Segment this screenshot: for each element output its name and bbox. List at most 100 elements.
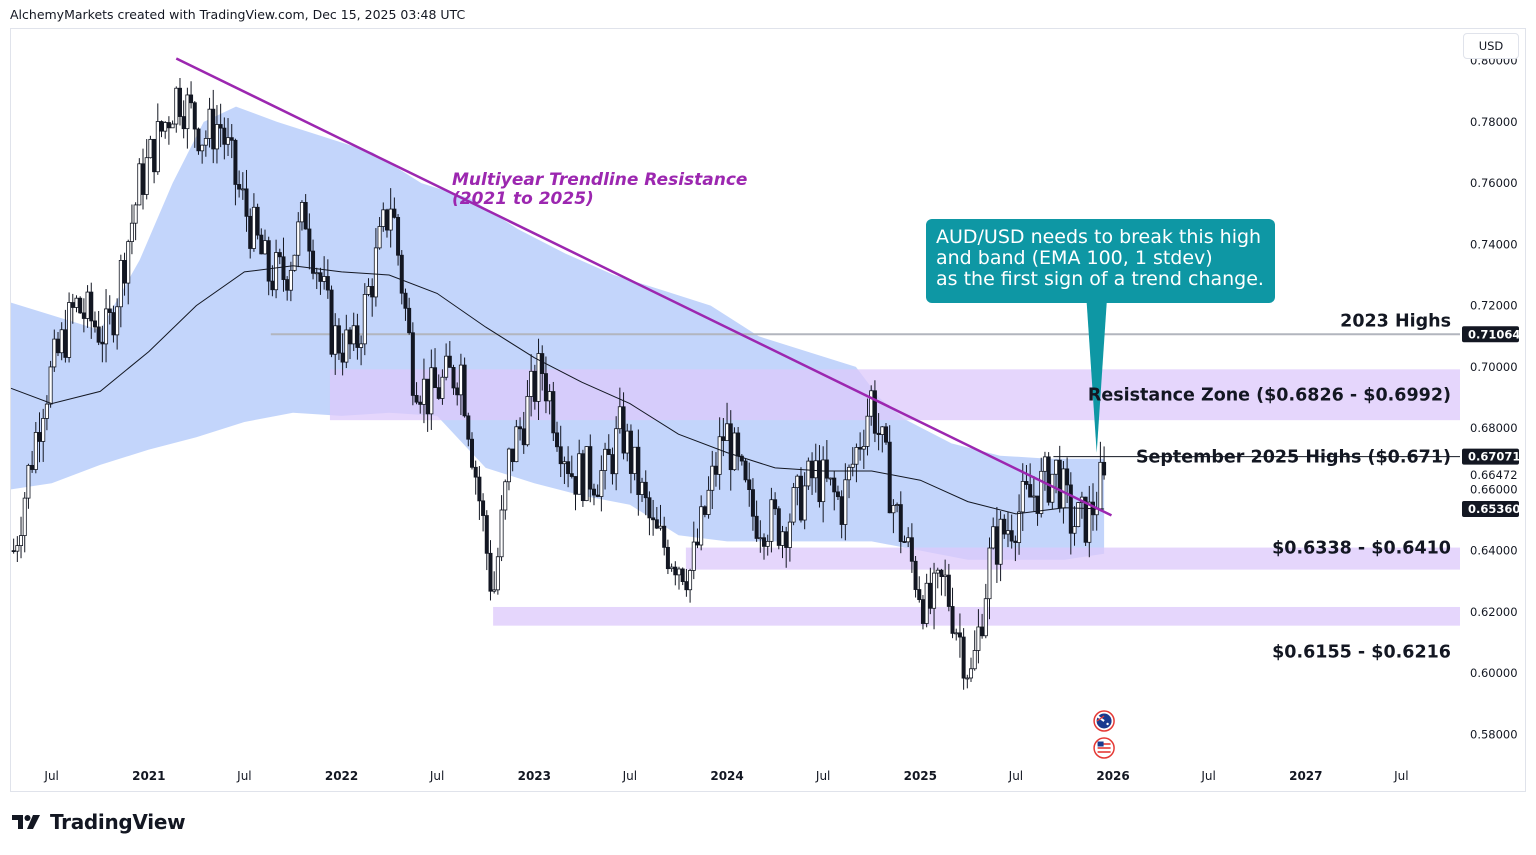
candle-body: [126, 241, 131, 284]
candle-body: [1083, 496, 1088, 543]
candle-body: [30, 464, 35, 470]
candle-body: [662, 525, 667, 548]
candle-body: [810, 460, 815, 479]
candle-body: [410, 332, 415, 396]
candle-body: [1009, 530, 1014, 542]
candle-body: [325, 276, 330, 291]
candle-body: [155, 121, 160, 173]
candle-body: [1013, 540, 1018, 543]
candle-body: [277, 252, 282, 258]
callout-pointer: [1086, 303, 1107, 453]
candle-body: [558, 446, 563, 465]
us-flag-icon: [1093, 737, 1115, 759]
candle-body: [348, 329, 353, 345]
candle-body: [211, 108, 216, 150]
price-tag-ema: 0.65360: [1468, 502, 1520, 516]
candle-body: [669, 566, 674, 570]
x-tick-label: Jul: [815, 769, 830, 783]
candle-body: [407, 307, 412, 334]
candle-body: [887, 441, 892, 514]
candle-body: [59, 329, 64, 354]
candle-body: [473, 466, 478, 478]
candle-body: [251, 206, 256, 249]
candle-body: [303, 202, 308, 230]
candle-body: [1076, 502, 1081, 527]
time-axis[interactable]: Jul 2021 Jul 2022 Jul 2023 Jul 2024 Jul 2025 Jul 20…: [43, 769, 1408, 783]
chart-frame[interactable]: [10, 28, 1526, 792]
candle-body: [281, 256, 286, 280]
candle-body: [318, 272, 323, 282]
candle-body: [702, 506, 707, 515]
candle-body: [928, 582, 933, 609]
candle-body: [1024, 481, 1029, 485]
candle-body: [880, 426, 885, 435]
candle-body: [218, 124, 223, 129]
candle-body: [584, 446, 589, 502]
candle-body: [366, 286, 371, 295]
candle-body: [1005, 530, 1010, 535]
tradingview-brand[interactable]: TradingView: [12, 810, 186, 834]
price-tag-2023-highs: 0.71064: [1468, 327, 1520, 341]
candle-body: [78, 297, 83, 314]
label-resistance-zone: Resistance Zone ($0.6826 - $0.6992): [1088, 386, 1451, 406]
y-tick-label: 0.64000: [1470, 544, 1518, 558]
candle-body: [266, 240, 271, 282]
candle-body: [713, 465, 718, 475]
candle-body: [739, 455, 744, 462]
candle-body: [1017, 511, 1022, 543]
callout-box: AUD/USD needs to break this high and ban…: [926, 219, 1275, 303]
candle-body: [92, 320, 97, 328]
x-tick-label: 2022: [325, 769, 358, 783]
candle-body: [55, 338, 60, 354]
candle-body: [1072, 526, 1077, 534]
candle-body: [333, 325, 338, 355]
candle-body: [954, 632, 959, 635]
candle-body: [262, 240, 267, 255]
candle-body: [359, 343, 364, 348]
candle-body: [736, 432, 741, 457]
x-tick-label: Jul: [1200, 769, 1215, 783]
horizontal-levels: [270, 333, 1460, 458]
candle-body: [950, 606, 955, 634]
candle-body: [518, 426, 523, 430]
candle-body: [63, 329, 68, 358]
candle-body: [798, 475, 803, 521]
label-support-upper: $0.6338 - $0.6410: [1272, 539, 1451, 559]
candle-body: [603, 448, 608, 471]
candle-body: [48, 366, 53, 405]
candle-body: [621, 406, 626, 454]
candle-body: [577, 453, 582, 495]
x-tick-label: Jul: [43, 769, 58, 783]
candle-body: [200, 144, 205, 152]
candle-body: [259, 234, 264, 255]
candle-body: [96, 326, 101, 343]
candle-body: [832, 477, 837, 493]
trendline[interactable]: [175, 57, 1113, 517]
y-tick-label: 0.74000: [1470, 237, 1518, 251]
candle-body: [591, 488, 596, 496]
annotations: Multiyear Trendline Resistance(2021 to 2…: [452, 170, 1451, 663]
candle-body: [684, 581, 689, 591]
support-zone-upper: [685, 547, 1460, 570]
candle-body: [935, 569, 940, 574]
candle-body: [226, 137, 231, 145]
candle-body: [980, 626, 985, 637]
candle-body: [876, 432, 881, 435]
candle-body: [37, 432, 42, 442]
candle-body: [11, 550, 16, 553]
x-tick-label: 2025: [904, 769, 937, 783]
candle-body: [562, 461, 567, 465]
candle-body: [100, 341, 105, 345]
candle-body: [462, 364, 467, 417]
candle-body: [503, 481, 508, 511]
candle-body: [129, 222, 134, 242]
currency-button[interactable]: USD: [1463, 33, 1519, 59]
price-axis[interactable]: 0.58000 0.60000 0.62000 0.64000 0.66000 0.680…: [1470, 54, 1518, 742]
candle-body: [525, 396, 530, 446]
event-icons[interactable]: [1093, 710, 1115, 759]
candle-body: [19, 535, 24, 546]
candle-body: [177, 87, 182, 117]
candle-body: [532, 370, 537, 402]
candle-body: [802, 485, 807, 521]
